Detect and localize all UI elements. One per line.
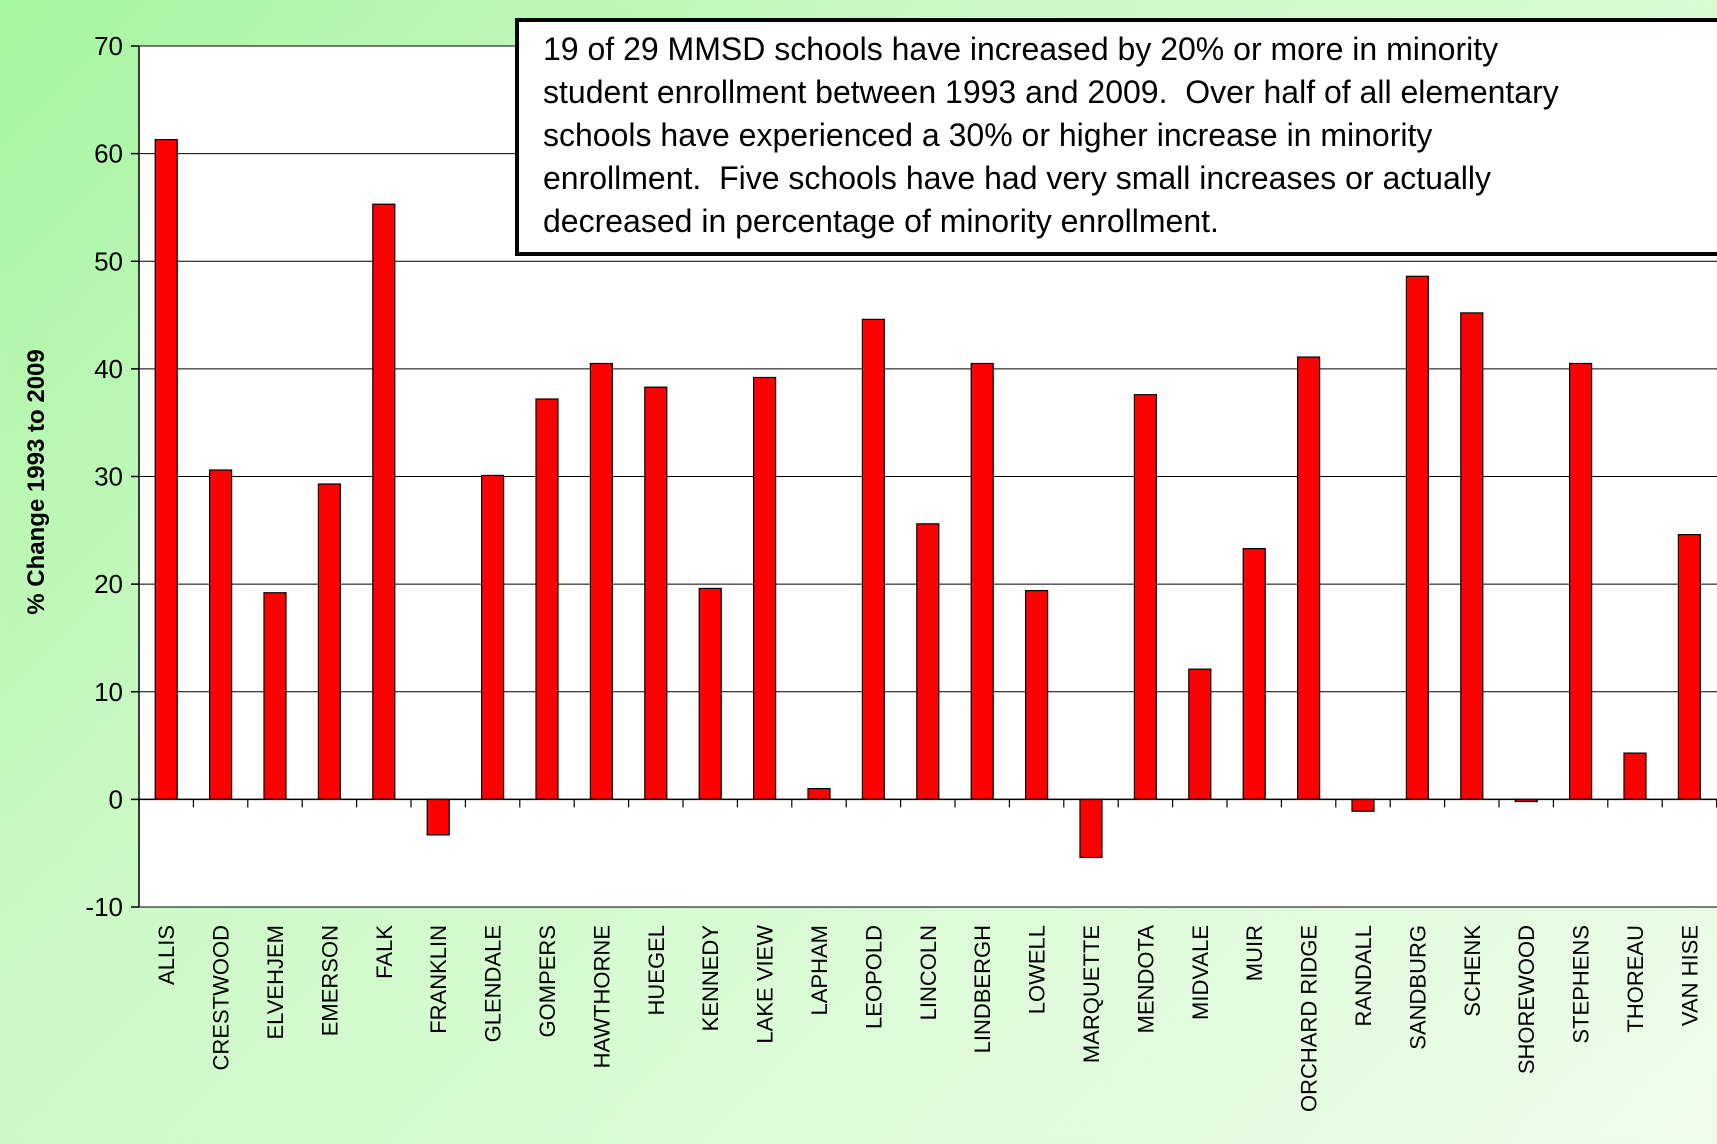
bar — [1677, 534, 1702, 800]
bar — [644, 386, 668, 800]
x-tick-label: LAKE VIEW — [753, 925, 778, 1044]
bar — [1623, 752, 1647, 800]
x-tick-label: MUIR — [1242, 925, 1267, 981]
x-tick-label: HAWTHORNE — [589, 925, 614, 1068]
bar — [1242, 548, 1266, 800]
y-tick-label: 70 — [94, 31, 123, 61]
bar — [1460, 312, 1484, 800]
y-tick-labels: -10 0 10 20 30 40 50 60 70 — [85, 31, 123, 922]
bar — [589, 362, 614, 800]
y-tick-label: -10 — [85, 892, 123, 922]
x-tick-label: THOREAU — [1623, 925, 1648, 1033]
x-tick-label: CRESTWOOD — [209, 925, 234, 1070]
y-tick-label: 0 — [109, 784, 123, 814]
bar — [372, 203, 396, 800]
bar — [154, 139, 178, 800]
x-tick-label: LAPHAM — [807, 925, 832, 1015]
x-tick-label: EMERSON — [317, 925, 342, 1036]
bar — [317, 483, 341, 800]
bar — [426, 798, 450, 836]
x-tick-label: VAN HISE — [1677, 925, 1702, 1026]
axes — [131, 45, 1717, 908]
x-tick-label: LOWELL — [1025, 925, 1050, 1014]
x-tick-label: FRANKLIN — [426, 925, 451, 1034]
x-tick-label: LEOPOLD — [861, 925, 886, 1029]
bar — [861, 318, 886, 800]
bar — [1351, 798, 1375, 812]
annotation-box: 19 of 29 MMSD schools have increased by … — [515, 18, 1717, 256]
x-tick-label: SANDBURG — [1405, 925, 1430, 1050]
x-tick-label: MARQUETTE — [1079, 925, 1104, 1063]
bar — [1568, 362, 1593, 800]
x-tick-label: GLENDALE — [481, 925, 506, 1042]
x-tick-label: HUEGEL — [644, 925, 669, 1015]
y-tick-label: 30 — [94, 462, 123, 492]
x-tick-label: ORCHARD RIDGE — [1297, 925, 1322, 1112]
y-tick-label: 50 — [94, 246, 123, 276]
bar — [263, 592, 287, 800]
bar — [970, 362, 994, 800]
x-tick-label: STEPHENS — [1569, 925, 1594, 1044]
x-tick-label: MIDVALE — [1188, 925, 1213, 1020]
x-tick-label: RANDALL — [1351, 925, 1376, 1026]
x-tick-label: GOMPERS — [535, 925, 560, 1037]
y-tick-label: 40 — [94, 354, 123, 384]
bar — [1079, 798, 1103, 859]
x-tick-label: MENDOTA — [1133, 925, 1158, 1034]
x-tick-label: KENNEDY — [698, 925, 723, 1032]
y-tick-label: 20 — [94, 569, 123, 599]
x-tick-label: LINCOLN — [916, 925, 941, 1020]
bar — [1024, 589, 1049, 800]
x-tick-label: SHOREWOOD — [1514, 925, 1539, 1074]
bar — [1188, 668, 1212, 800]
y-tick-label: 10 — [94, 677, 123, 707]
x-tick-label: ALLIS — [154, 925, 179, 985]
bar — [916, 523, 940, 800]
y-axis-label: % Change 1993 to 2009 — [23, 349, 50, 614]
x-tick-label: ELVEHJEM — [263, 925, 288, 1040]
bars — [154, 139, 1702, 859]
x-tick-label: SCHENK — [1460, 925, 1485, 1017]
x-tick-label: LINDBERGH — [970, 925, 995, 1053]
x-category-labels: ALLIS CRESTWOOD ELVEHJEM EMERSON FALK FRANKLI… — [154, 925, 1702, 1112]
bar — [1405, 275, 1430, 800]
bar — [1296, 356, 1321, 800]
bar — [1133, 394, 1158, 800]
bar — [481, 474, 505, 800]
bar — [209, 469, 233, 800]
bar — [698, 587, 722, 800]
bar — [807, 788, 831, 800]
y-tick-label: 60 — [94, 139, 123, 169]
bar — [752, 376, 777, 800]
x-tick-label: FALK — [372, 925, 397, 979]
bar — [535, 398, 559, 800]
